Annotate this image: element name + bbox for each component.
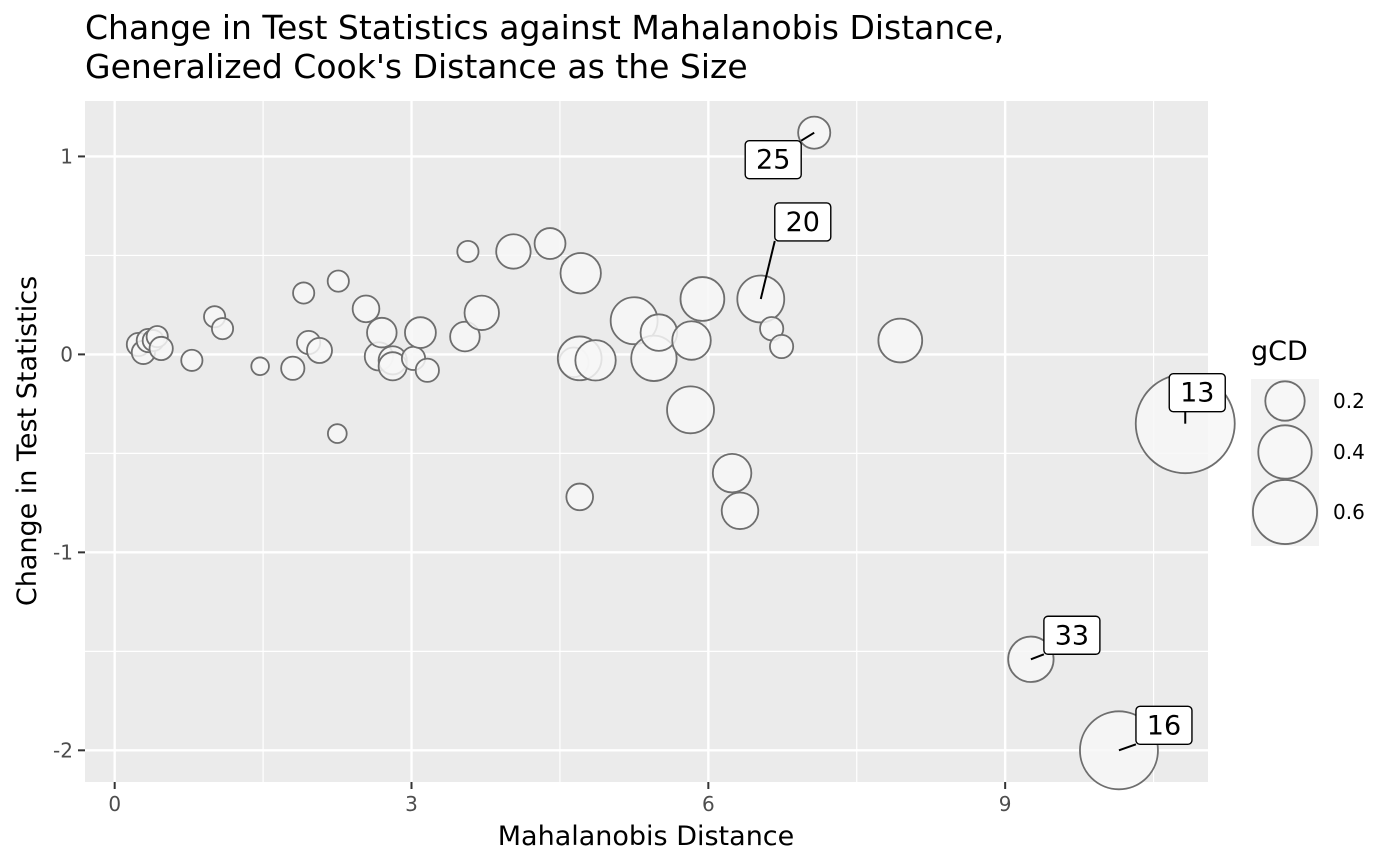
x-tick-label: 6: [702, 792, 715, 816]
legend-title: gCD: [1251, 336, 1308, 367]
data-point: [449, 320, 481, 353]
data-point: [366, 316, 398, 349]
label-leader-line: [800, 131, 815, 142]
data-point: [404, 316, 437, 349]
y-tick-label: -1: [53, 540, 73, 564]
y-tick-label: 0: [60, 342, 73, 366]
legend-size-key: [1252, 479, 1318, 545]
data-point: [639, 313, 679, 352]
data-point: [666, 385, 715, 435]
y-tick-label: -2: [53, 738, 73, 762]
data-point: [327, 423, 348, 444]
data-point: [559, 252, 602, 295]
legend-label: 0.6: [1333, 500, 1365, 524]
y-tick-label: 1: [60, 144, 73, 168]
data-point: [463, 294, 500, 331]
point-label-box: [1043, 615, 1101, 655]
x-axis-label: Mahalanobis Distance: [498, 821, 795, 852]
data-point: [148, 335, 174, 361]
point-label: 16: [1147, 710, 1181, 741]
data-point: [495, 233, 532, 270]
data-point: [456, 239, 480, 263]
data-point: [574, 339, 617, 382]
label-leader-line: [1030, 653, 1045, 661]
data-point: [711, 453, 753, 494]
data-point: [180, 348, 204, 372]
point-label: 25: [756, 145, 790, 176]
label-leader-line: [1118, 743, 1137, 752]
point-labels: 20 25 33 16 13: [744, 131, 1226, 752]
chart-title: Change in Test Statistics against Mahala…: [85, 8, 1004, 47]
y-axis-label: Change in Test Statistics: [12, 276, 43, 606]
grid-major: [85, 101, 1208, 782]
point-label-box: [1168, 372, 1226, 413]
data-point: [720, 491, 760, 530]
data-point: [250, 356, 270, 377]
point-label-box: [1135, 705, 1193, 746]
x-tick-label: 0: [108, 792, 121, 816]
size-legend: gCD 0.2 0.4 0.6: [1251, 336, 1365, 546]
data-point: [671, 320, 712, 361]
data-point: [533, 227, 567, 260]
point-label-box: [744, 139, 802, 180]
x-axis-ticks: 0 3 6 9: [108, 782, 1012, 816]
data-point: [306, 336, 333, 364]
legend-size-key: [1257, 424, 1313, 480]
legend-label: 0.4: [1333, 440, 1365, 464]
data-point: [280, 355, 306, 381]
data-point: [877, 317, 924, 364]
data-point: [326, 269, 350, 293]
y-axis-ticks: 1 0 -1 -2: [53, 144, 85, 762]
point-label-box: [774, 202, 832, 242]
point-label: 20: [786, 207, 820, 238]
chart-subtitle: Generalized Cook's Distance as the Size: [85, 47, 748, 86]
data-point: [679, 276, 726, 322]
legend-size-key: [1264, 380, 1306, 422]
data-point: [565, 482, 594, 512]
point-label: 13: [1180, 378, 1214, 409]
data-point: [211, 317, 235, 341]
label-leader-line: [759, 240, 776, 300]
x-tick-label: 3: [405, 792, 418, 816]
data-point: [769, 333, 795, 360]
data-point: [351, 294, 381, 324]
legend-label: 0.2: [1333, 389, 1365, 413]
data-point: [292, 281, 316, 305]
x-tick-label: 9: [999, 792, 1012, 816]
point-label: 33: [1055, 620, 1089, 651]
data-point: [414, 357, 440, 383]
